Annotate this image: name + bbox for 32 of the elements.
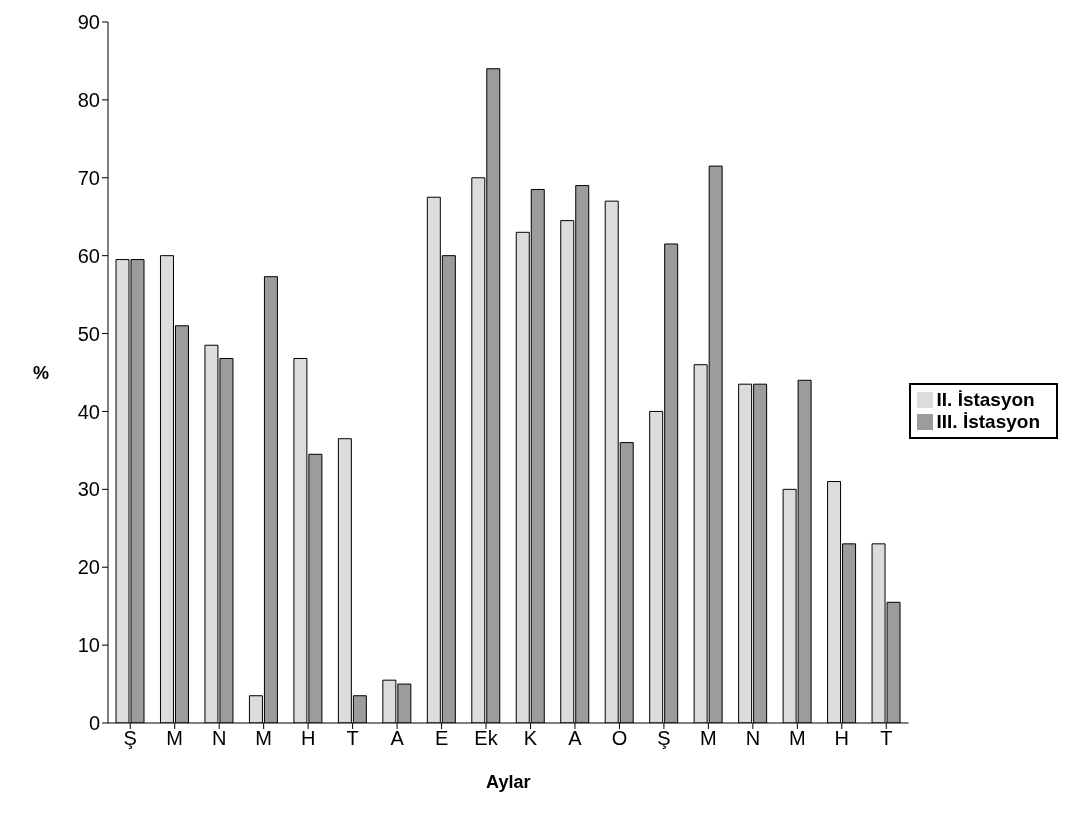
x-tick-label: N — [745, 727, 761, 750]
y-axis-title: % — [33, 362, 50, 383]
y-tick-label: 20 — [77, 556, 100, 579]
x-tick-label: Ş — [657, 727, 671, 750]
x-tick-label: O — [611, 727, 628, 750]
y-tick-label: 80 — [77, 88, 100, 111]
x-tick-label: H — [834, 727, 850, 750]
x-tick-label: K — [523, 727, 538, 750]
y-tick-label: 10 — [77, 634, 100, 657]
x-tick-label: T — [880, 727, 893, 750]
x-tick-label: Ş — [123, 727, 137, 750]
legend-label: III. İstasyon — [936, 410, 1040, 432]
x-tick-label: M — [255, 727, 272, 750]
x-tick-label: M — [789, 727, 806, 750]
y-tick-label: 0 — [88, 712, 100, 735]
x-tick-label: E — [434, 727, 449, 750]
x-tick-label: H — [300, 727, 316, 750]
y-tick-label: 50 — [77, 322, 100, 345]
x-tick-label: Ek — [474, 727, 499, 750]
legend-label: II. İstasyon — [936, 388, 1035, 410]
y-tick-label: 70 — [77, 166, 100, 189]
x-tick-label: A — [568, 727, 583, 750]
x-tick-label: M — [166, 727, 184, 750]
x-tick-label: N — [211, 727, 227, 750]
y-tick-label: 40 — [77, 400, 100, 423]
y-tick-label: 60 — [77, 244, 100, 267]
x-axis-title: Aylar — [486, 772, 531, 792]
y-tick-label: 30 — [77, 478, 100, 501]
x-tick-label: T — [346, 727, 359, 750]
y-tick-label: 90 — [77, 11, 100, 34]
x-tick-label: M — [700, 727, 717, 750]
x-tick-label: A — [390, 727, 405, 750]
